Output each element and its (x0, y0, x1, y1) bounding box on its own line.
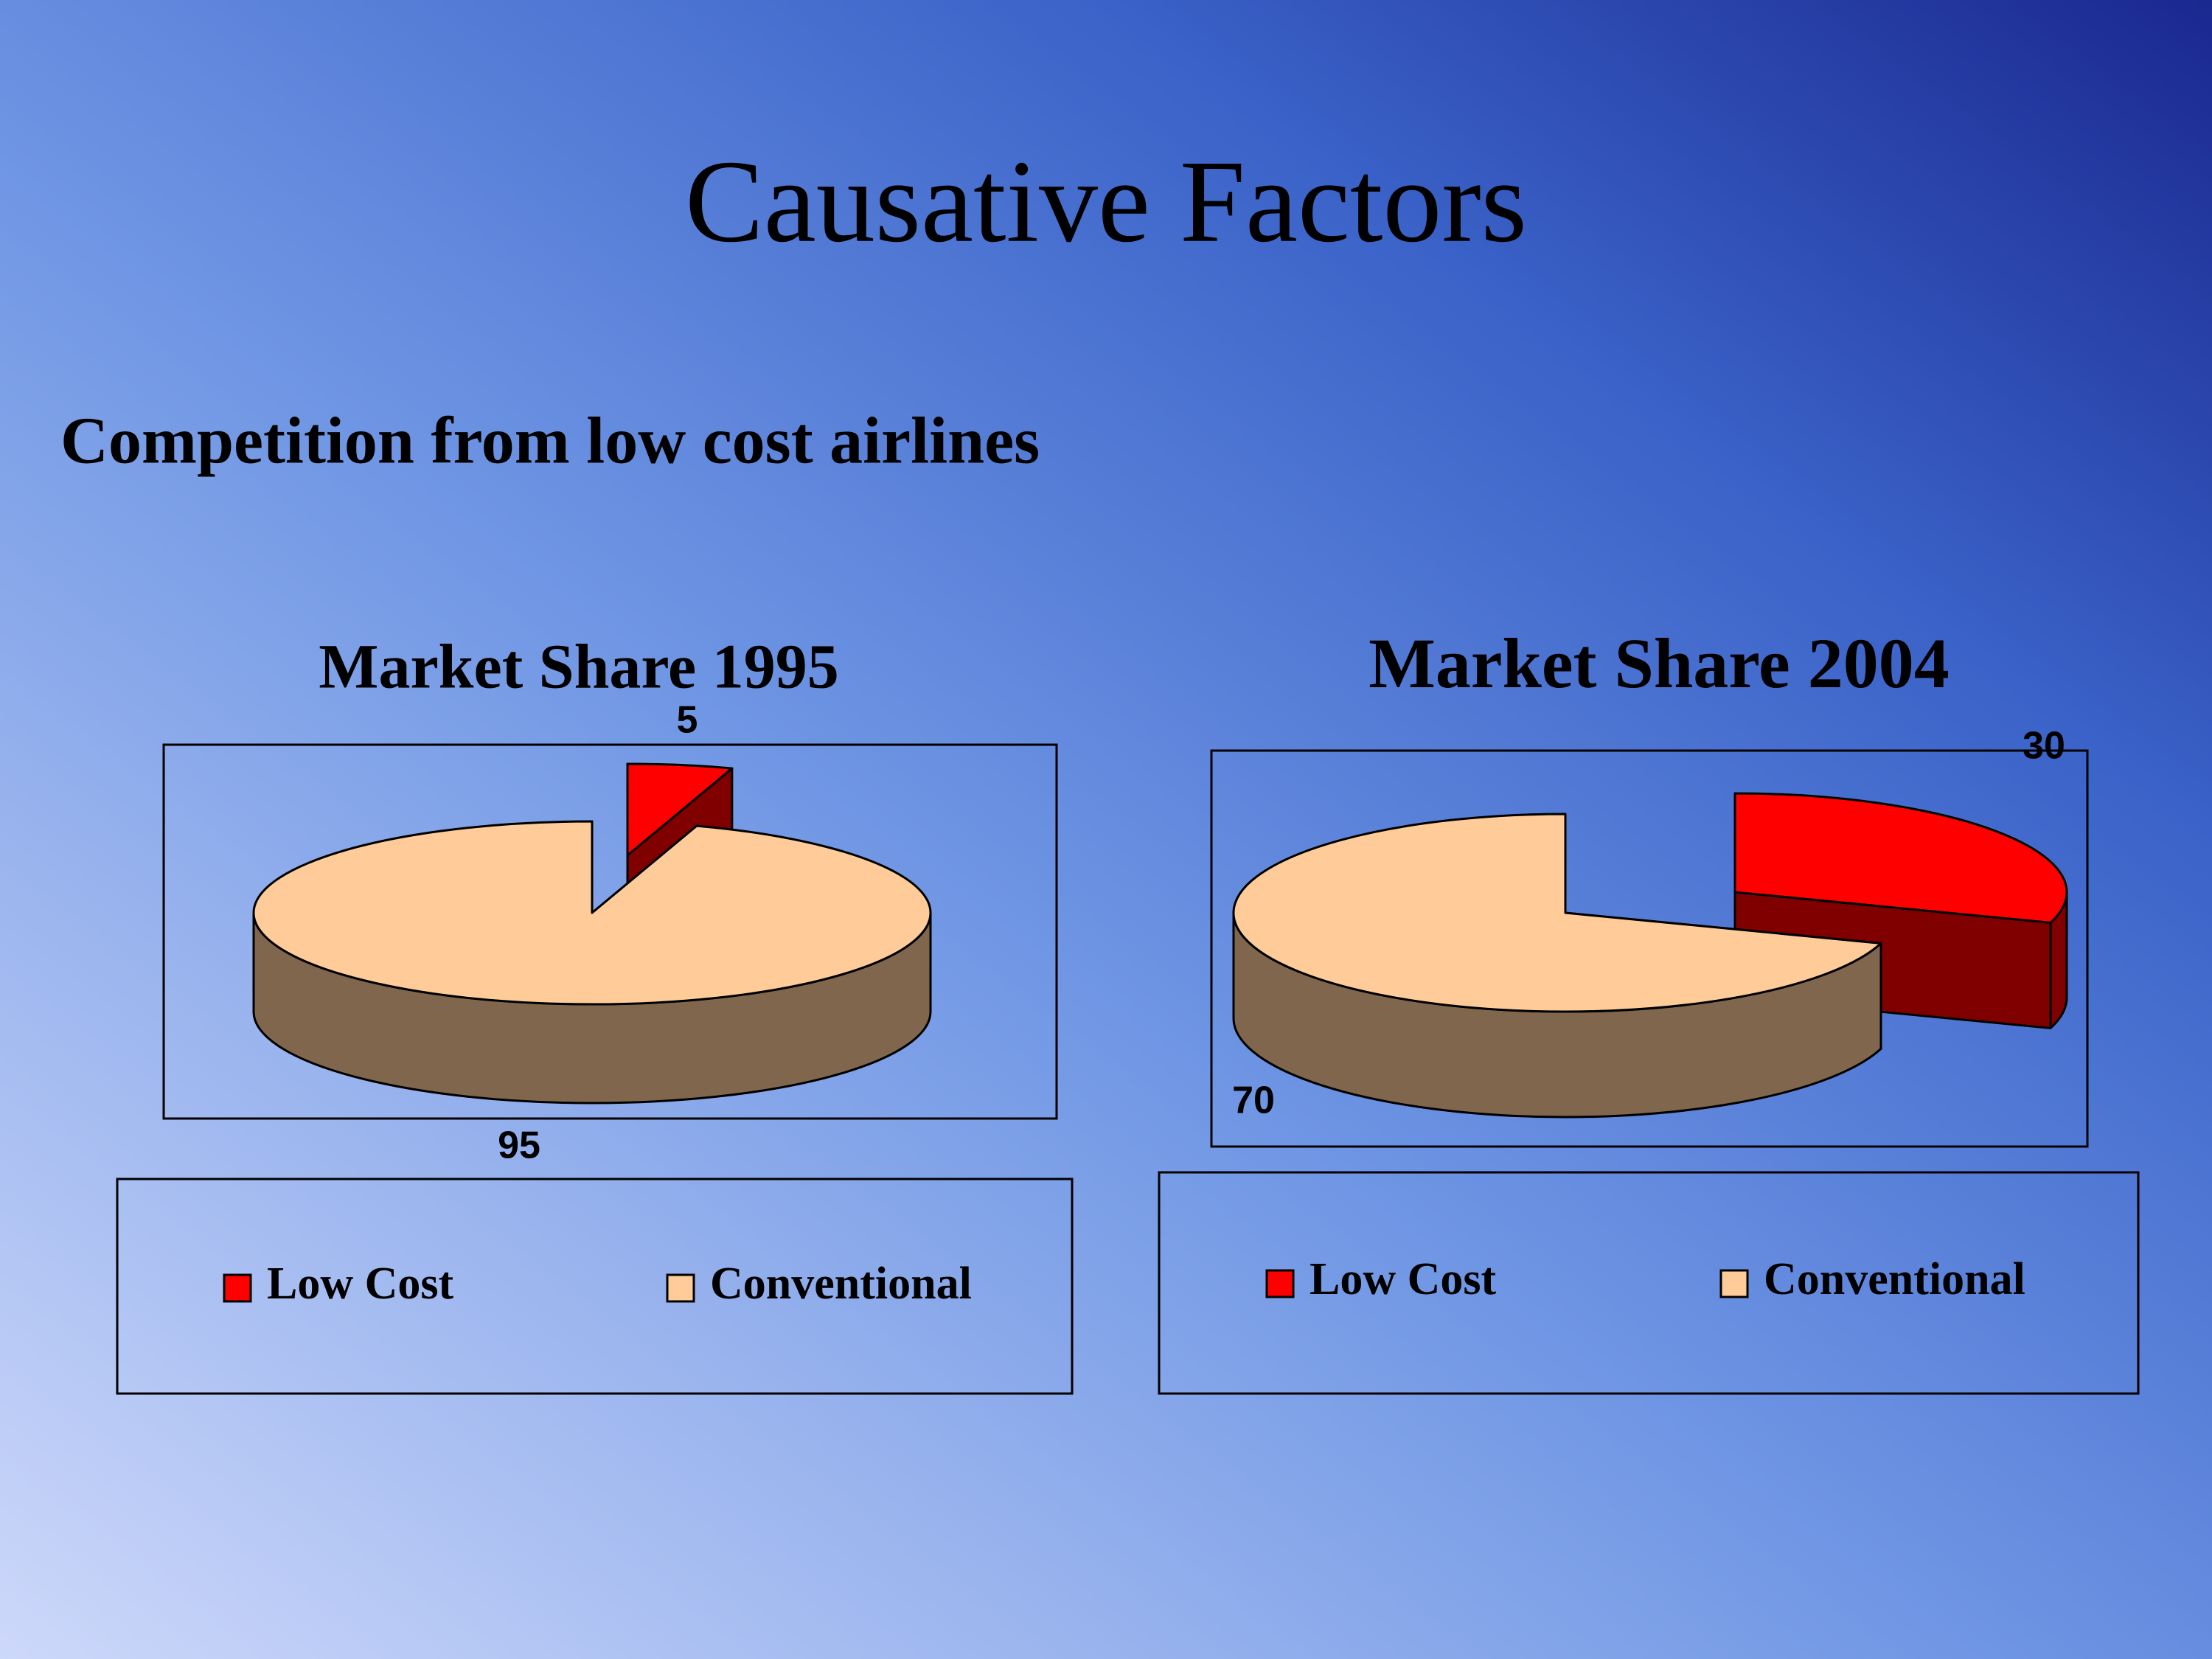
value-label: 30 (2023, 725, 2065, 768)
legend-box (1158, 1171, 2140, 1395)
legend-label: Conventional (710, 1259, 972, 1309)
legend-label: Low Cost (1310, 1254, 1497, 1304)
plot-area (162, 743, 1058, 1120)
legend-label: Conventional (1764, 1254, 2025, 1304)
pie-slice (252, 820, 932, 1006)
chart-title: Market Share 1995 (319, 631, 838, 702)
pie-slice (1232, 813, 1882, 1013)
value-label: 95 (498, 1124, 540, 1167)
pie-slice (1733, 792, 2068, 924)
legend-swatch (1265, 1269, 1295, 1298)
pie-slice (626, 762, 734, 857)
chart-title: Market Share 2004 (1368, 624, 1949, 703)
value-label: 70 (1232, 1079, 1275, 1122)
pie (1232, 792, 2068, 1119)
legend-box (116, 1178, 1074, 1395)
value-label: 5 (677, 699, 698, 742)
legend-swatch (1719, 1269, 1749, 1298)
legend-swatch (666, 1273, 695, 1303)
legend-swatch (223, 1273, 252, 1303)
slide-subtitle: Competition from low cost airlines (60, 405, 1040, 478)
pie (252, 762, 932, 1105)
legend-label: Low Cost (267, 1259, 454, 1309)
slide-title: Causative Factors (685, 136, 1527, 267)
plot-area (1210, 749, 2089, 1148)
